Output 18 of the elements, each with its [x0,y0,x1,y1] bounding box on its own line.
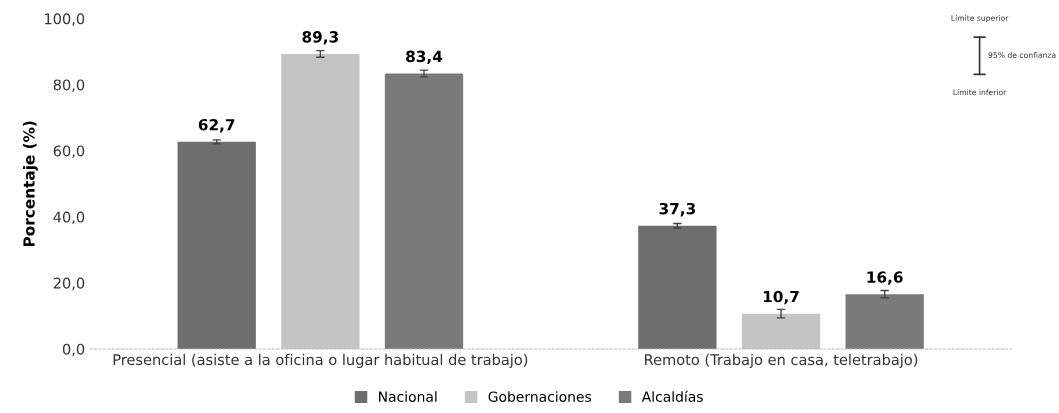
y-axis-title: Porcentaje (%) [22,121,38,247]
y-tick-label: 100,0 [45,13,85,26]
y-tick-label: 60,0 [53,145,85,158]
legend-label: Gobernaciones [488,391,592,402]
data-label: 10,7 [763,290,799,305]
data-label: 62,7 [198,118,235,133]
data-label: 37,3 [659,202,695,217]
data-label: 16,6 [867,271,903,285]
y-tick-label: 40,0 [53,211,85,225]
x-tick-label: Presencial (asiste a la oficina o lugar habitual de trabajo) [113,353,528,368]
legend-label: Nacional [379,391,437,402]
y-tick-label: 80,0 [53,79,85,92]
legend-label: Alcaldías [641,390,703,402]
y-tick-label: 0,0 [62,343,85,357]
x-tick-label: Remoto (Trabajo en casa, teletrabajo) [645,353,918,368]
y-tick-label: 20,0 [53,277,85,291]
data-label: 83,4 [406,50,443,65]
data-label: 89,3 [302,31,338,45]
